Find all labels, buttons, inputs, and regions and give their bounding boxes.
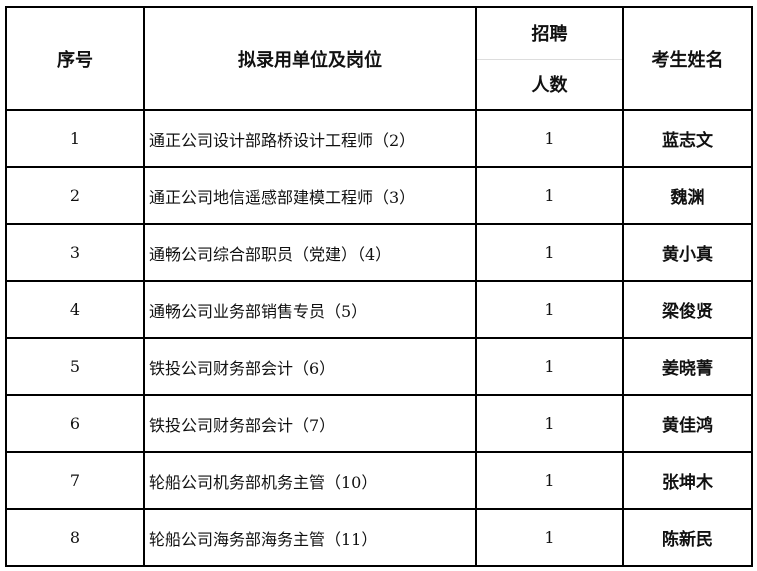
header-index: 序号 [5, 6, 145, 111]
cell-name: 姜晓菁 [622, 337, 753, 396]
cell-index: 3 [5, 223, 145, 282]
cell-count: 1 [475, 280, 624, 339]
cell-count: 1 [475, 451, 624, 510]
cell-index: 5 [5, 337, 145, 396]
header-unit: 拟录用单位及岗位 [143, 6, 477, 111]
table-row: 5 铁投公司财务部会计（6） 1 姜晓菁 [5, 337, 753, 396]
cell-index: 7 [5, 451, 145, 510]
table-row: 8 轮船公司海务部海务主管（11） 1 陈新民 [5, 508, 753, 567]
cell-unit: 轮船公司机务部机务主管（10） [143, 451, 477, 510]
cell-name: 魏渊 [622, 166, 753, 225]
cell-index: 2 [5, 166, 145, 225]
cell-count: 1 [475, 223, 624, 282]
table-row: 7 轮船公司机务部机务主管（10） 1 张坤木 [5, 451, 753, 510]
cell-unit: 通正公司设计部路桥设计工程师（2） [143, 109, 477, 168]
cell-index: 4 [5, 280, 145, 339]
header-name: 考生姓名 [622, 6, 753, 111]
cell-name: 黄佳鸿 [622, 394, 753, 453]
cell-index: 1 [5, 109, 145, 168]
table-row: 3 通畅公司综合部职员（党建）（4） 1 黄小真 [5, 223, 753, 282]
table-row: 1 通正公司设计部路桥设计工程师（2） 1 蓝志文 [5, 109, 753, 168]
cell-name: 蓝志文 [622, 109, 753, 168]
header-count-top: 招聘 [475, 6, 624, 60]
cell-unit: 铁投公司财务部会计（7） [143, 394, 477, 453]
cell-count: 1 [475, 109, 624, 168]
cell-index: 8 [5, 508, 145, 567]
header-count-bottom: 人数 [475, 58, 624, 111]
cell-name: 梁俊贤 [622, 280, 753, 339]
cell-unit: 铁投公司财务部会计（6） [143, 337, 477, 396]
table-row: 6 铁投公司财务部会计（7） 1 黄佳鸿 [5, 394, 753, 453]
cell-name: 黄小真 [622, 223, 753, 282]
cell-unit: 通正公司地信遥感部建模工程师（3） [143, 166, 477, 225]
cell-count: 1 [475, 508, 624, 567]
cell-count: 1 [475, 337, 624, 396]
cell-unit: 通畅公司业务部销售专员（5） [143, 280, 477, 339]
cell-count: 1 [475, 394, 624, 453]
cell-unit: 轮船公司海务部海务主管（11） [143, 508, 477, 567]
cell-count: 1 [475, 166, 624, 225]
table-row: 4 通畅公司业务部销售专员（5） 1 梁俊贤 [5, 280, 753, 339]
cell-index: 6 [5, 394, 145, 453]
cell-unit: 通畅公司综合部职员（党建）（4） [143, 223, 477, 282]
cell-name: 张坤木 [622, 451, 753, 510]
cell-name: 陈新民 [622, 508, 753, 567]
hiring-table: 序号 拟录用单位及岗位 招聘 考生姓名 人数 1 通正公司设计部路桥设计工程师（2… [5, 6, 753, 567]
table-row: 2 通正公司地信遥感部建模工程师（3） 1 魏渊 [5, 166, 753, 225]
